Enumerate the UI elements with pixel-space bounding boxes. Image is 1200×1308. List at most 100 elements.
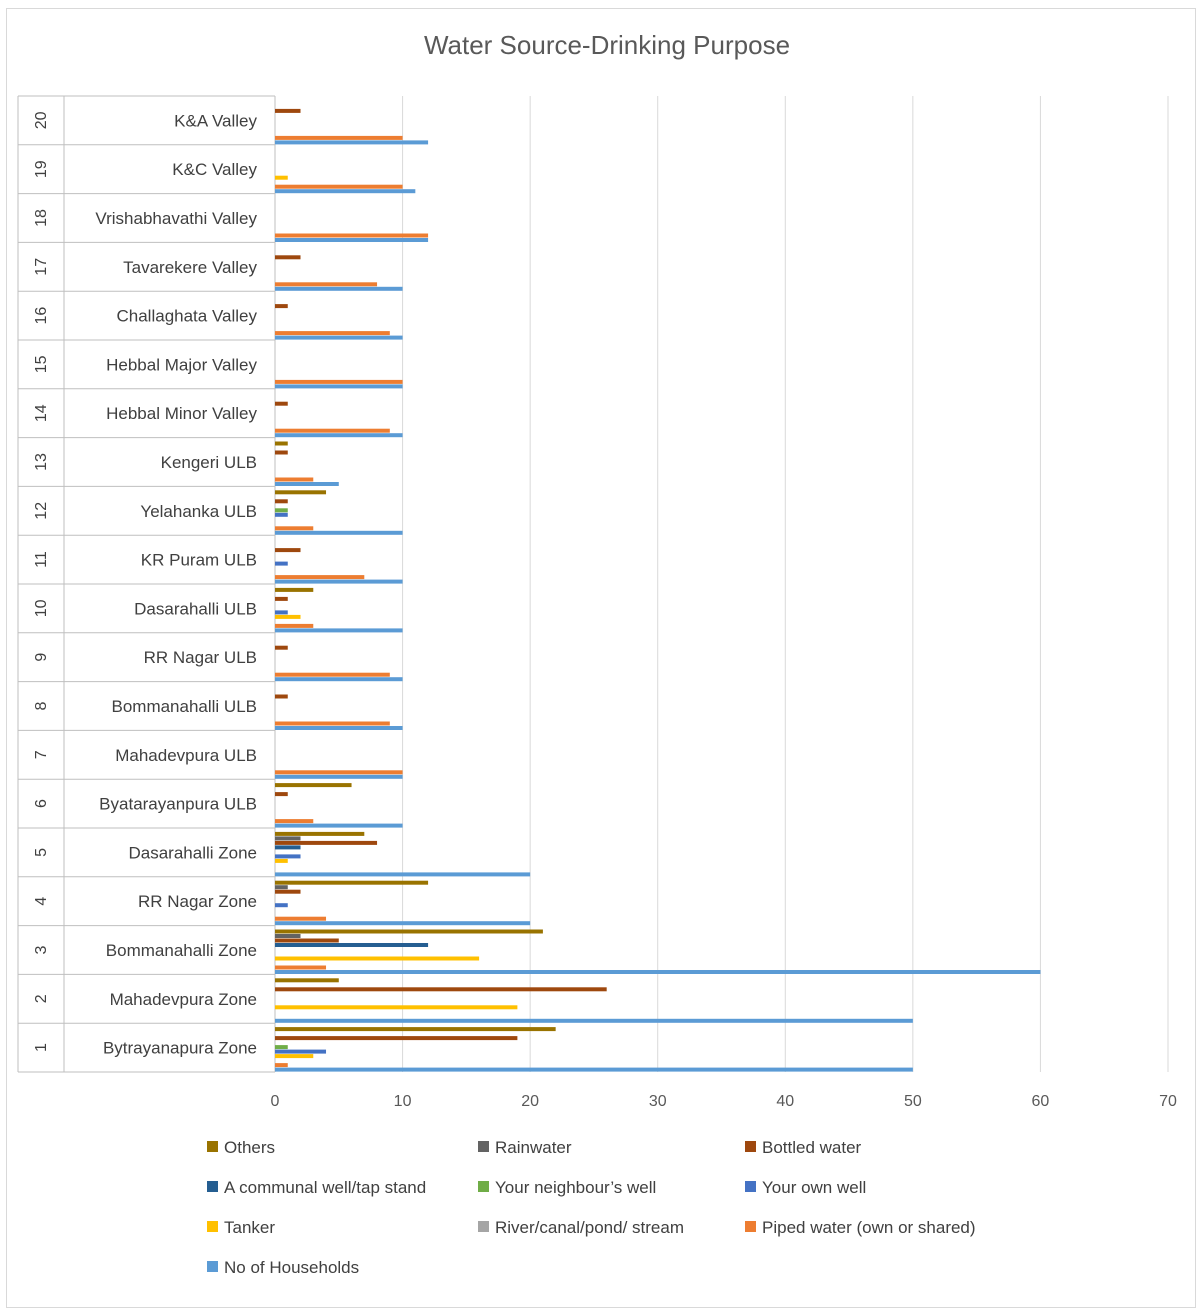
bar <box>275 938 339 943</box>
legend-entry: Rainwater <box>495 1138 572 1157</box>
category-label: RR Nagar ULB <box>144 648 257 667</box>
category-label: Kengeri ULB <box>161 453 257 472</box>
category-number-label: 10 <box>33 599 50 617</box>
bar <box>275 286 403 291</box>
bar <box>275 482 339 486</box>
bar <box>275 694 288 699</box>
category-number-label: 14 <box>33 404 50 422</box>
bar <box>275 970 1041 974</box>
bar <box>275 978 339 983</box>
x-tick-label: 0 <box>271 1093 280 1110</box>
legend-swatch <box>745 1181 756 1192</box>
bar <box>275 526 314 531</box>
legend-entry: River/canal/pond/ stream <box>495 1218 684 1237</box>
bar <box>275 628 403 633</box>
category-label: KR Puram ULB <box>141 551 257 570</box>
legend-swatch <box>478 1221 489 1232</box>
bar <box>275 1054 314 1059</box>
bar <box>275 499 288 504</box>
bar <box>275 238 429 242</box>
bar <box>275 889 301 894</box>
bar <box>275 450 288 455</box>
legend-entry: Your own well <box>762 1178 866 1197</box>
category-label: Bytrayanapura Zone <box>103 1039 257 1058</box>
bar <box>275 140 429 145</box>
bar <box>275 610 288 615</box>
legend: Others Rainwater Bottled water A communal w… <box>207 1138 976 1277</box>
bar <box>275 579 403 584</box>
bar <box>275 672 390 677</box>
bar <box>275 1018 913 1023</box>
bar <box>275 845 301 850</box>
bar <box>275 428 390 433</box>
category-number-label: 19 <box>33 160 50 178</box>
bar <box>275 831 365 836</box>
x-tick-label: 70 <box>1159 1093 1177 1110</box>
bar <box>275 903 288 908</box>
bar <box>275 823 403 828</box>
legend-entry: No of Households <box>224 1258 359 1277</box>
legend-swatch <box>207 1221 218 1232</box>
bar <box>275 490 327 495</box>
legend-swatch <box>207 1181 218 1192</box>
bar <box>275 943 429 947</box>
bar <box>275 401 288 406</box>
gridlines <box>402 96 1169 1072</box>
category-label: RR Nagar Zone <box>138 892 257 911</box>
bar <box>275 614 301 619</box>
bar <box>275 1036 518 1041</box>
category-label: K&A Valley <box>174 111 257 130</box>
bar <box>275 433 403 438</box>
legend-entry: Piped water (own or shared) <box>762 1218 976 1237</box>
bar <box>275 233 429 238</box>
category-number-label: 11 <box>33 551 50 568</box>
category-label: Dasarahalli ULB <box>134 599 257 618</box>
category-label: Challaghata Valley <box>117 307 258 326</box>
bar <box>275 645 288 650</box>
bar <box>275 770 403 775</box>
category-number-label: 6 <box>33 799 50 808</box>
category-label: Hebbal Minor Valley <box>106 404 257 423</box>
bar <box>275 184 403 189</box>
bar <box>275 1027 556 1032</box>
bar <box>275 858 288 863</box>
bar <box>275 623 314 628</box>
bar <box>275 282 378 287</box>
bar <box>275 774 403 779</box>
category-number-label: 8 <box>33 701 50 710</box>
bar <box>275 189 416 194</box>
category-label: Vrishabhavathi Valley <box>95 209 257 228</box>
bar <box>275 512 288 517</box>
legend-entry: Bottled water <box>762 1138 862 1157</box>
category-number-label: 13 <box>33 453 50 471</box>
x-tick-label: 20 <box>521 1093 539 1110</box>
legend-swatch <box>478 1181 489 1192</box>
bar <box>275 304 288 309</box>
bar <box>275 677 403 682</box>
bar <box>275 331 390 336</box>
bar <box>275 477 314 482</box>
x-tick-label: 30 <box>649 1093 667 1110</box>
x-tick-label: 50 <box>904 1093 922 1110</box>
legend-entry: A communal well/tap stand <box>224 1178 426 1197</box>
category-number-label: 7 <box>33 750 50 759</box>
bar <box>275 1005 518 1010</box>
bar <box>275 721 390 726</box>
bar <box>275 872 531 877</box>
bar <box>275 783 352 788</box>
bar <box>275 819 314 824</box>
category-number-label: 18 <box>33 209 50 227</box>
legend-swatch <box>207 1261 218 1272</box>
category-label: Dasarahalli Zone <box>128 843 257 862</box>
bar <box>275 530 403 535</box>
legend-entry: Others <box>224 1138 275 1157</box>
bar <box>275 1045 288 1050</box>
category-label: Bommanahalli Zone <box>106 941 257 960</box>
category-label: Hebbal Major Valley <box>106 355 257 374</box>
bar <box>275 175 288 180</box>
category-number-label: 17 <box>33 258 50 276</box>
legend-entry: Your neighbour’s well <box>495 1178 656 1197</box>
bar <box>275 885 288 890</box>
bar <box>275 596 288 601</box>
